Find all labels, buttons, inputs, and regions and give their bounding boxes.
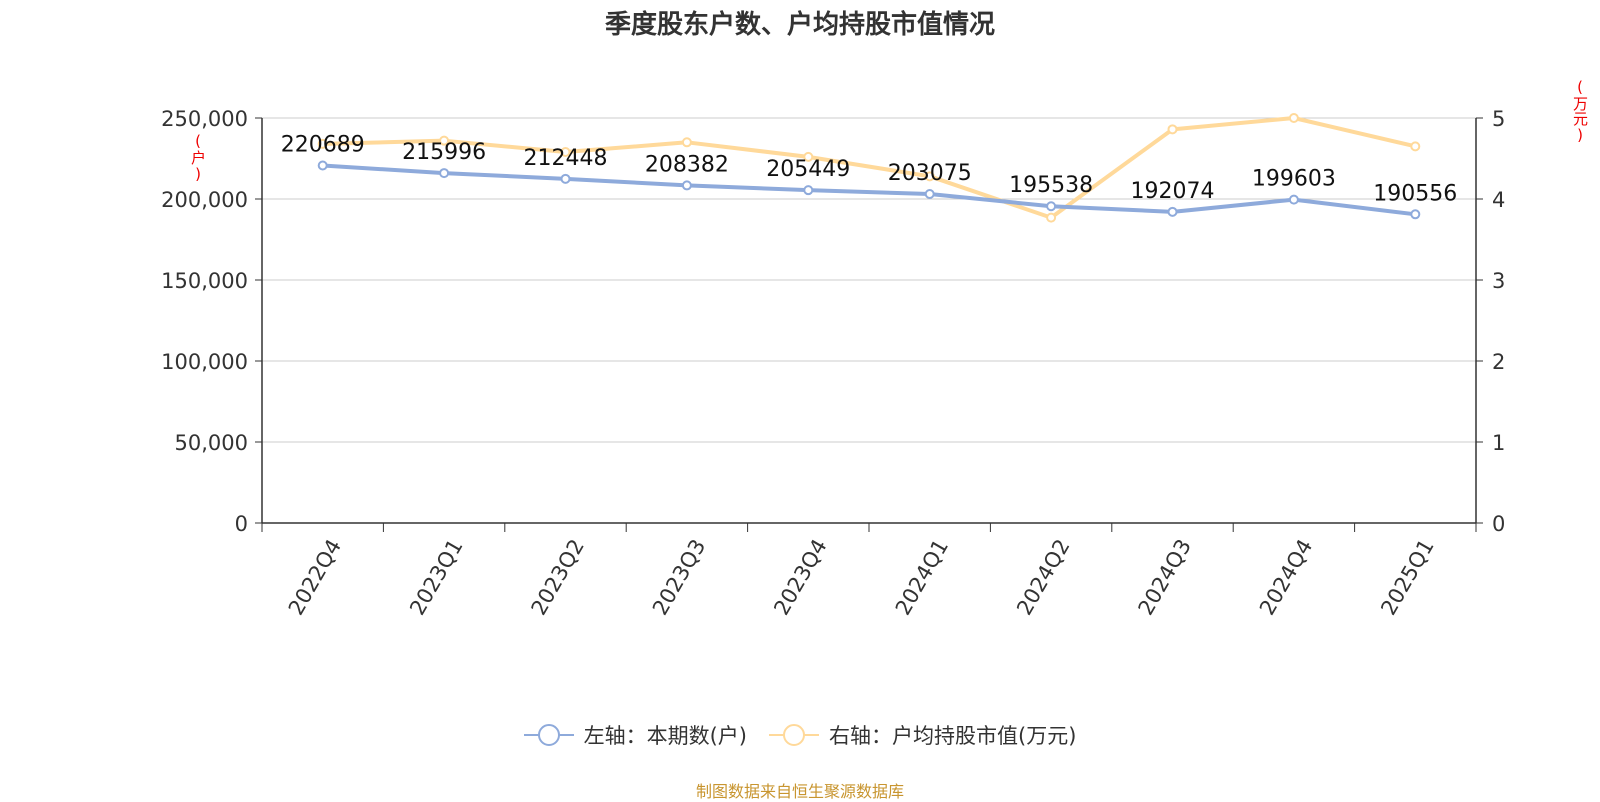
left-series-point	[681, 180, 692, 191]
left-series-point	[803, 185, 814, 196]
left-axis-tick-label: 100,000	[161, 350, 248, 374]
legend-left-label: 左轴：本期数(户)	[583, 724, 747, 748]
left-axis-tick-label: 50,000	[175, 431, 248, 455]
right-series-point	[681, 137, 692, 148]
legend-item-left-series[interactable]: 左轴：本期数(户)	[523, 720, 747, 750]
left-axis-tick-label: 0	[235, 512, 248, 536]
legend: 左轴：本期数(户) 右轴：户均持股市值(万元)	[0, 720, 1600, 750]
legend-right-label: 右轴：户均持股市值(万元)	[829, 724, 1077, 748]
left-axis-tick-label: 200,000	[161, 188, 248, 212]
x-axis-tick-label: 2024Q3	[1134, 535, 1196, 619]
x-axis-tick-label: 2024Q1	[891, 535, 953, 619]
chart-title: 季度股东户数、户均持股市值情况	[604, 10, 995, 40]
data-label: 208382	[645, 152, 729, 177]
plot-area: 0 50,000 100,000 150,000 200,000 250,000 0 1 2 3 4…	[161, 107, 1505, 619]
right-series-point	[439, 135, 450, 146]
x-axis-tick-label: 2023Q2	[527, 535, 589, 619]
x-axis-tick-label: 2023Q3	[648, 535, 710, 619]
left-series-point	[924, 189, 935, 200]
source-text: 制图数据来自恒生聚源数据库	[695, 782, 904, 801]
legend-item-right-series[interactable]: 右轴：户均持股市值(万元)	[769, 720, 1076, 750]
data-label: 203075	[888, 161, 972, 186]
left-series-point	[560, 173, 571, 184]
left-series-point	[439, 168, 450, 179]
right-series-point	[560, 147, 571, 158]
right-series-line	[322, 116, 1416, 220]
left-series-point	[1410, 209, 1421, 220]
data-label: 195538	[1009, 173, 1093, 198]
right-axis-tick-label: 2	[1492, 350, 1505, 374]
left-axis-tick-label: 250,000	[161, 107, 248, 131]
x-axis-tick-label: 2025Q1	[1376, 535, 1438, 619]
data-label: 215996	[402, 140, 486, 165]
right-series-point	[924, 171, 935, 182]
left-series-point	[1167, 206, 1178, 217]
x-axis-tick-label: 2024Q2	[1012, 535, 1074, 619]
x-axis-tick-label: 2022Q4	[284, 535, 346, 619]
right-axis-tick-label: 1	[1492, 431, 1505, 455]
x-axis-tick-label: 2023Q4	[769, 535, 831, 619]
data-label: 199603	[1252, 167, 1336, 192]
right-series-point	[1046, 212, 1057, 223]
right-series-point	[803, 151, 814, 162]
left-axis-unit: (户)	[189, 132, 207, 183]
left-series-point	[317, 160, 328, 171]
data-label: 190556	[1373, 181, 1457, 206]
data-label: 212448	[524, 146, 608, 171]
data-label: 205449	[766, 157, 850, 182]
right-axis-tick-label: 0	[1492, 512, 1505, 536]
right-series-point	[1167, 124, 1178, 135]
right-series-point	[1410, 141, 1421, 152]
x-axis-tick-label: 2023Q1	[405, 535, 467, 619]
left-series-line	[322, 163, 1416, 217]
right-series-point	[1288, 113, 1299, 123]
right-axis-tick-label: 4	[1492, 188, 1505, 212]
right-axis-tick-label: 3	[1492, 269, 1505, 293]
right-series-point	[317, 138, 328, 149]
left-axis-tick-label: 150,000	[161, 269, 248, 293]
left-series-point	[1046, 201, 1057, 212]
x-axis-tick-label: 2024Q4	[1255, 535, 1317, 619]
right-axis-tick-label: 5	[1492, 107, 1505, 131]
data-label: 192074	[1131, 179, 1215, 204]
legend-left-marker-icon	[523, 724, 574, 746]
left-series-point	[1288, 194, 1299, 205]
legend-right-marker-icon	[769, 724, 819, 746]
right-axis-unit: (万元)	[1571, 78, 1589, 144]
data-label: 220689	[281, 132, 365, 157]
